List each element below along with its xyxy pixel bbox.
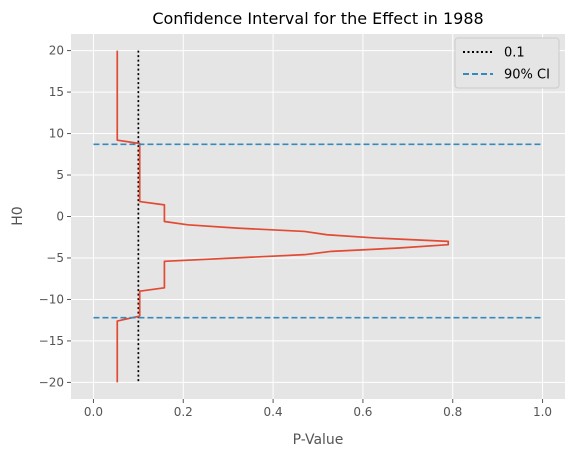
legend-label-threshold: 0.1 (504, 46, 525, 61)
grid (71, 34, 565, 399)
x-tick-label: 0.8 (443, 405, 462, 419)
x-tick-label: 0.2 (174, 405, 193, 419)
x-tick-label: 1.0 (533, 405, 552, 419)
y-tick-label: −5 (46, 251, 64, 265)
y-tick-label: 10 (49, 127, 64, 141)
x-tick-label: 0.4 (264, 405, 283, 419)
legend-label-ci: 90% CI (504, 68, 550, 83)
y-tick-label: 20 (49, 44, 64, 58)
x-axis-label: P-Value (293, 432, 344, 448)
y-tick-label: −20 (39, 375, 64, 389)
y-tick-label: −15 (39, 334, 64, 348)
x-tick-label: 0.0 (84, 405, 103, 419)
x-tick-label: 0.6 (353, 405, 372, 419)
y-tick-label: 5 (56, 168, 64, 182)
series-layer (93, 50, 543, 383)
legend: 0.1 90% CI (454, 37, 560, 89)
y-axis-label: H0 (10, 206, 26, 225)
x-ticks: 0.0 0.2 0.4 0.6 0.8 1.0 (84, 399, 552, 419)
y-tick-label: 15 (49, 85, 64, 99)
legend-box (454, 37, 560, 89)
y-tick-label: −10 (39, 292, 64, 306)
chart-title: Confidence Interval for the Effect in 19… (152, 9, 483, 28)
y-tick-label: 0 (56, 210, 64, 224)
y-ticks: −20 −15 −10 −5 0 5 10 15 20 (39, 44, 71, 389)
pvalue-curve (116, 50, 450, 383)
